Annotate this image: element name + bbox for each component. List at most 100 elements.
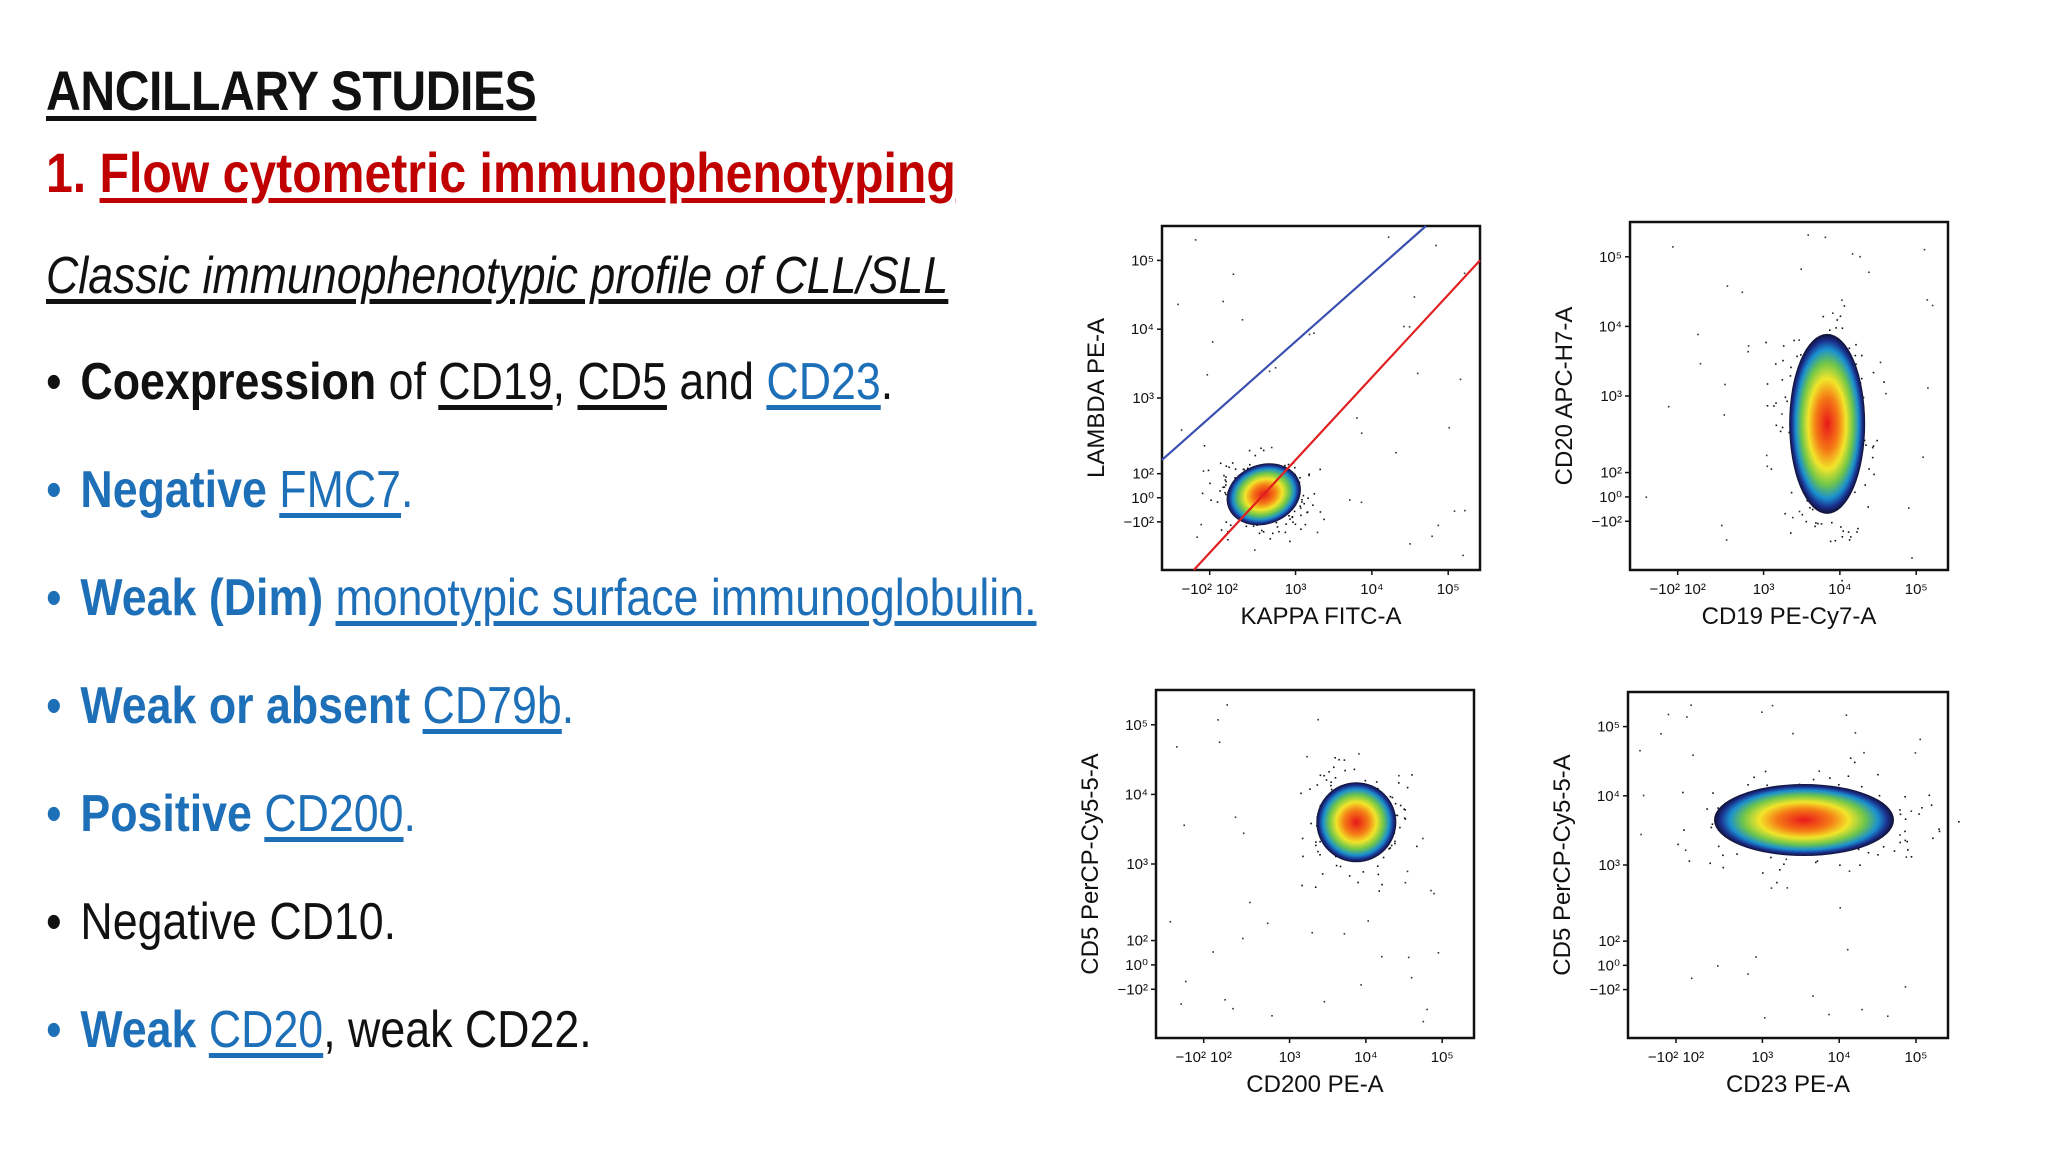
event-dot [1319, 840, 1321, 843]
event-dot [1893, 850, 1896, 852]
link-cd79b[interactable]: CD79b [422, 677, 562, 735]
event-dot [1873, 473, 1875, 476]
event-dot [1859, 864, 1861, 866]
event-dot [1177, 303, 1179, 306]
x-tick-label: −10² 10² [1182, 581, 1238, 598]
event-dot [1262, 449, 1265, 452]
event-dot [1864, 484, 1866, 486]
bullet-bold: Positive [80, 785, 252, 843]
event-dot [1725, 539, 1728, 541]
event-dot [1899, 813, 1902, 816]
link-fmc7[interactable]: FMC7 [279, 461, 401, 519]
event-dot [1699, 362, 1702, 365]
event-dot [1319, 468, 1321, 471]
event-dot [1459, 378, 1462, 381]
event-dot [1863, 439, 1866, 442]
event-dot [1815, 861, 1817, 864]
event-dot [1899, 809, 1901, 811]
event-dot [1303, 502, 1305, 505]
plot-frame [1626, 690, 1950, 1040]
event-dot [1242, 468, 1245, 471]
y-tick-label: −10² [1590, 982, 1620, 999]
event-dot [1353, 768, 1356, 771]
event-dot [1269, 538, 1272, 540]
link-cd19[interactable]: CD19 [438, 353, 553, 411]
event-dot [1747, 973, 1749, 975]
event-dot [1904, 986, 1907, 988]
event-dot [1300, 792, 1302, 795]
bullet-text: Negative CD10. [80, 893, 397, 951]
x-tick-label: 10⁵ [1905, 1049, 1928, 1066]
event-dot [1789, 375, 1792, 377]
event-dot [1308, 474, 1310, 477]
event-dot [1779, 869, 1781, 871]
event-dot [1684, 849, 1687, 851]
subtitle: Classic immunophenotypic profile of CLL/… [46, 247, 949, 305]
event-dot [1403, 808, 1405, 810]
event-dot [1717, 845, 1720, 848]
section-number: 1. [46, 141, 87, 204]
link-cd20[interactable]: CD20 [208, 1001, 324, 1059]
event-dot [1850, 536, 1852, 538]
event-dot [1854, 761, 1856, 764]
link-surface-immunoglobulin[interactable]: monotypic surface immunoglobulin. [335, 569, 1037, 627]
plot-frame [1154, 688, 1476, 1040]
link-cd200[interactable]: CD200 [264, 785, 404, 843]
bullet-text: of [376, 353, 439, 411]
y-tick-label: 10² [1600, 465, 1622, 482]
event-dot [1241, 319, 1244, 321]
event-dot [1194, 239, 1197, 241]
event-dot [1765, 454, 1768, 457]
event-dot [1389, 847, 1392, 849]
event-dot [1723, 414, 1726, 416]
event-dot [1433, 892, 1435, 895]
event-dot [1310, 822, 1312, 825]
event-dot [1266, 922, 1269, 925]
event-dot [1766, 784, 1768, 787]
link-cd5[interactable]: CD5 [577, 353, 667, 411]
event-dot [1234, 477, 1236, 479]
event-dot [1877, 773, 1879, 776]
event-dot [1872, 371, 1875, 374]
event-dot [1248, 449, 1251, 452]
event-dot [1836, 319, 1838, 321]
event-dot [1862, 396, 1865, 399]
event-dot [1904, 839, 1907, 842]
event-dot [1343, 933, 1346, 935]
event-dot [1222, 486, 1224, 489]
event-dot [1828, 1013, 1830, 1016]
event-dot [1926, 299, 1929, 301]
link-cd23[interactable]: CD23 [766, 353, 881, 411]
event-dot [1360, 432, 1363, 434]
y-tick-label: −10² [1124, 514, 1154, 531]
event-dot [1245, 525, 1248, 528]
event-dot [1855, 363, 1857, 365]
event-dot [1790, 491, 1793, 494]
event-dot [1411, 774, 1413, 776]
event-dot [1302, 494, 1305, 497]
event-dot [1906, 840, 1908, 843]
bullet-text [410, 677, 422, 735]
section-title-link[interactable]: Flow cytometric immunophenotyping [99, 141, 956, 204]
event-dot [1219, 462, 1222, 465]
bullet-cd200: • Positive CD200. [46, 784, 416, 844]
event-dot [1176, 746, 1178, 748]
event-dot [1223, 486, 1226, 488]
event-dot [1180, 1003, 1182, 1005]
event-dot [1854, 732, 1857, 734]
event-dot [1824, 236, 1827, 239]
y-tick-label: 10⁵ [1599, 249, 1622, 266]
event-dot [1801, 513, 1804, 516]
x-tick-label: −10² 10² [1650, 581, 1706, 598]
event-dot [1712, 792, 1714, 794]
event-dot [1717, 965, 1719, 967]
event-dot [1242, 937, 1244, 940]
event-dot [1304, 523, 1307, 526]
event-dot [1770, 887, 1773, 889]
bullet-dot: • [46, 785, 62, 843]
event-dot [1299, 507, 1302, 509]
event-dot [1865, 444, 1867, 446]
event-dot [1274, 367, 1277, 369]
event-dot [1904, 830, 1906, 833]
